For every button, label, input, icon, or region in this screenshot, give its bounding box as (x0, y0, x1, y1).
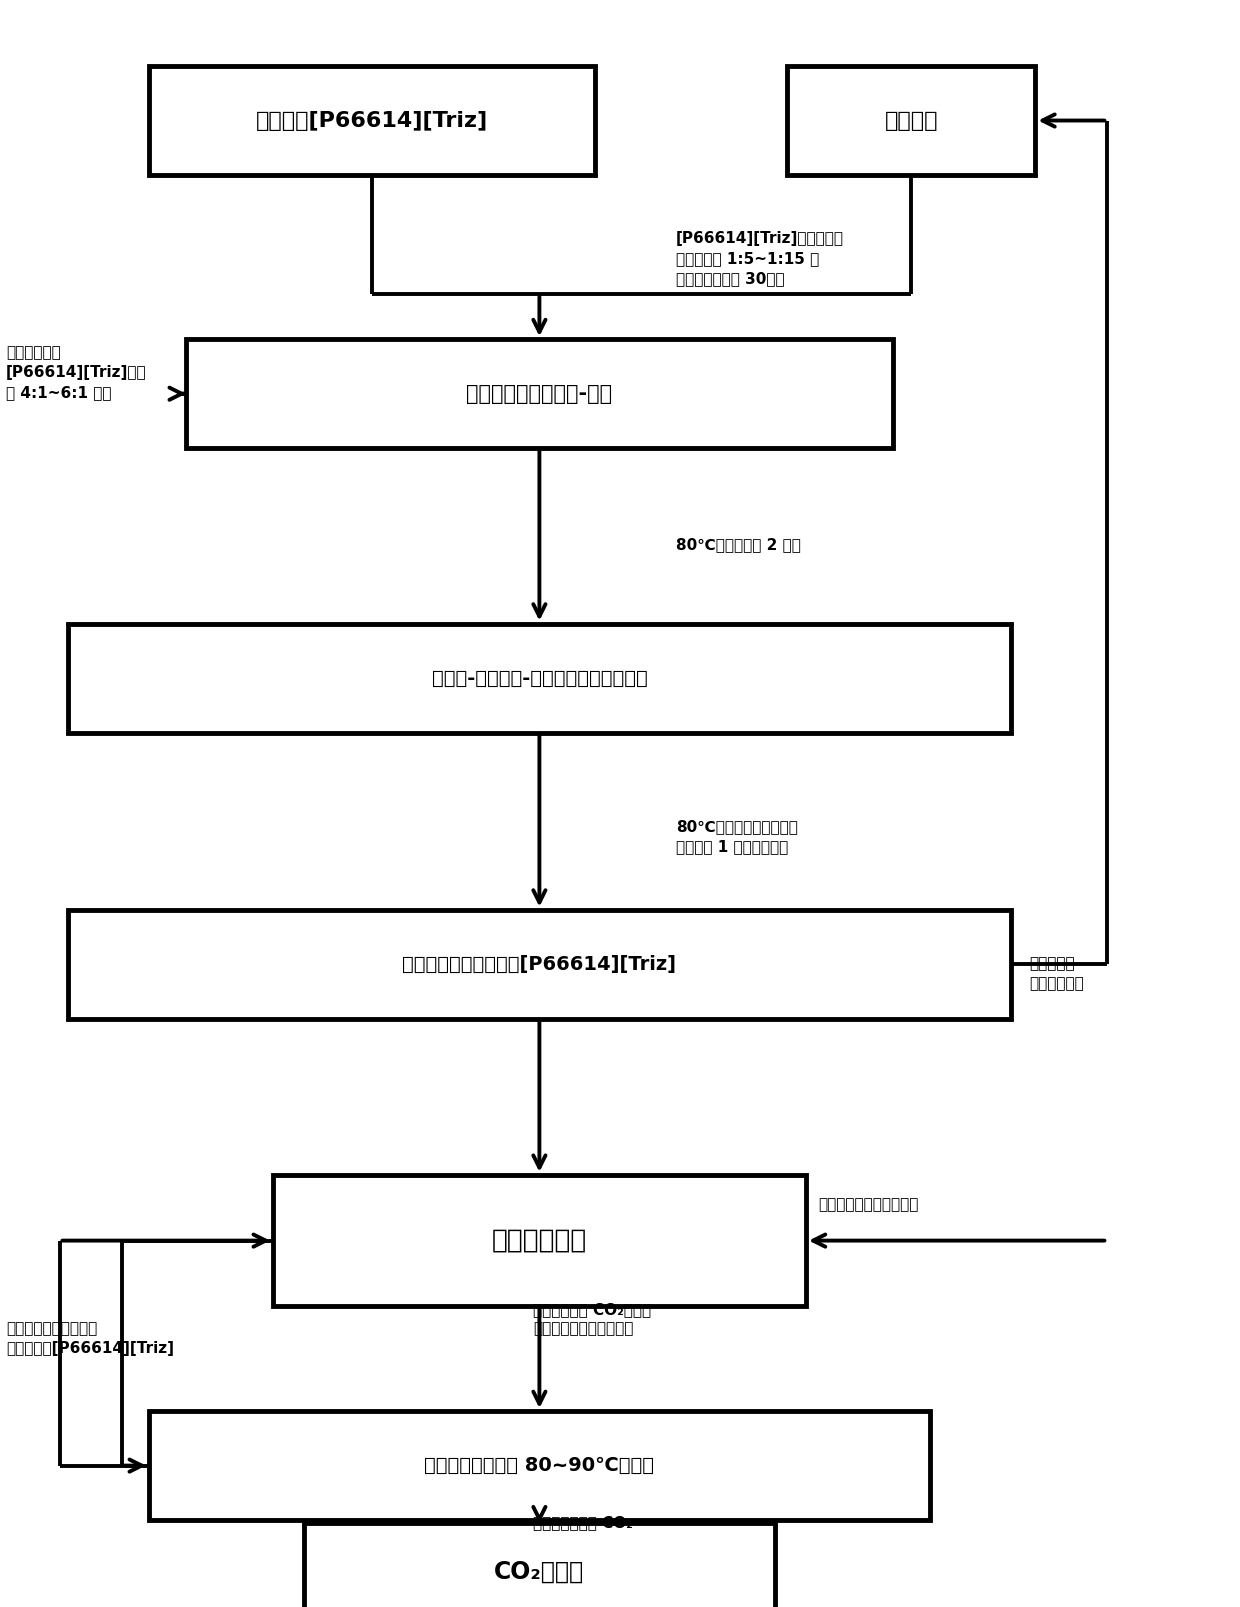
Bar (149, 66, 595, 175)
Text: 吸收氢烷气中 CO₂反应后
的石墨烯负载的离子液体: 吸收氢烷气中 CO₂反应后 的石墨烯负载的离子液体 (533, 1302, 651, 1337)
Bar (68, 910, 1011, 1019)
Bar (787, 66, 1035, 175)
Bar (186, 339, 893, 448)
Bar (68, 624, 1011, 733)
Text: 再生得到的石墨烯负载
的离子液体[P66614][Triz]: 再生得到的石墨烯负载 的离子液体[P66614][Triz] (6, 1321, 174, 1356)
Text: 蒸发的无水
乙醇冷凝回收: 蒸发的无水 乙醇冷凝回收 (1029, 956, 1084, 992)
Text: CO₂储气罐: CO₂储气罐 (495, 1560, 584, 1583)
Bar (273, 1175, 806, 1306)
Text: 石墨烯负载的离子液体[P66614][Triz]: 石墨烯负载的离子液体[P66614][Triz] (403, 955, 676, 974)
Bar (304, 1523, 775, 1607)
Text: 石墨烯-离子液体-乙醇的液固混合悬浊液: 石墨烯-离子液体-乙醇的液固混合悬浊液 (432, 669, 647, 688)
Text: 再生反应器（温度 80~90℃加热）: 再生反应器（温度 80~90℃加热） (424, 1456, 655, 1475)
Text: 离子液体[P66614][Triz]: 离子液体[P66614][Triz] (255, 111, 489, 130)
Text: 由下而上通入生物氢烷气: 由下而上通入生物氢烷气 (818, 1197, 919, 1212)
Text: [P66614][Triz]与无水乙醇
按照质量比 1:5~1:15 混
合，室温下搅拌 30分钟: [P66614][Triz]与无水乙醇 按照质量比 1:5~1:15 混 合，室… (676, 231, 843, 286)
Text: 加热解吸得到的 CO₂: 加热解吸得到的 CO₂ (533, 1515, 634, 1530)
Text: 80℃下机械搅拌 2 小时: 80℃下机械搅拌 2 小时 (676, 537, 801, 551)
Text: 石墨烯按照与
[P66614][Triz]质量
比 4:1~6:1 加入: 石墨烯按照与 [P66614][Triz]质量 比 4:1~6:1 加入 (6, 346, 146, 400)
Bar (149, 1411, 930, 1520)
Text: 无水乙醇: 无水乙醇 (884, 111, 939, 130)
Text: 80℃加热蒸发去除无水乙
醇，每隔 1 小时搅拌一次: 80℃加热蒸发去除无水乙 醇，每隔 1 小时搅拌一次 (676, 820, 797, 855)
Text: 混合均匀的离子液体-乙醇: 混合均匀的离子液体-乙醇 (466, 384, 613, 403)
Text: 固定床反应器: 固定床反应器 (492, 1228, 587, 1253)
